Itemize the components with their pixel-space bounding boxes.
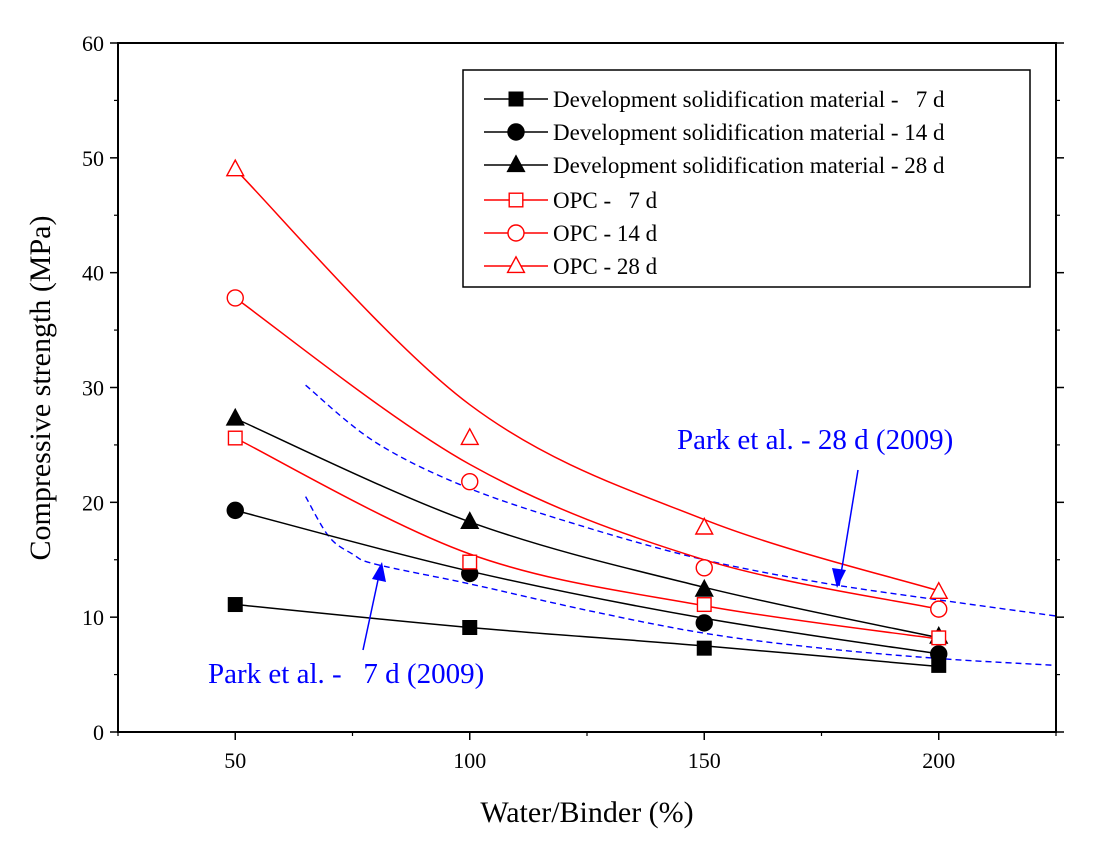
- x-axis-title: Water/Binder (%): [480, 796, 693, 829]
- series-4-fit-line: [234, 297, 939, 610]
- annotation-park-28d-arrow: [838, 469, 859, 587]
- legend-box: [462, 69, 1031, 288]
- legend-marker-3: [508, 192, 524, 208]
- x-tick-label-50: 50: [224, 748, 246, 773]
- series-2-fit-line: [234, 417, 939, 639]
- x-tick-label-150: 150: [688, 748, 721, 773]
- x-tick-label-200: 200: [922, 748, 955, 773]
- legend-label-opc-7d: OPC - 7 d: [553, 188, 658, 213]
- x-tick-label-100: 100: [453, 748, 486, 773]
- y-tick-label-40: 40: [82, 261, 104, 286]
- series-4-point-1: [461, 472, 479, 491]
- legend-marker-2: [506, 154, 526, 173]
- y-axis-title: Compressive strength (MPa): [24, 216, 57, 561]
- series-1-point-2: [695, 614, 713, 632]
- y-tick-label-50: 50: [82, 146, 104, 171]
- annotation-park-28d-text: Park et al. - 28 d (2009): [677, 424, 953, 456]
- legend-marker-5: [506, 255, 526, 274]
- series-1-point-0: [226, 501, 244, 520]
- reference-curve-park-7d: [304, 496, 1057, 667]
- axes-layer: 50 100 150 200 0 10 20 30 40 50 60: [82, 31, 1064, 773]
- y-tick-label-10: 10: [82, 605, 104, 630]
- annotation-park-28d: Park et al. - 28 d (2009): [677, 424, 953, 588]
- series-3-point-3: [931, 630, 947, 646]
- series-3-point-1: [462, 554, 478, 570]
- legend-label-opc-14d: OPC - 14 d: [553, 221, 658, 246]
- legend-label-dsm-7d: Development solidification material - 7 …: [553, 87, 945, 112]
- legend-marker-0: [508, 91, 524, 107]
- legend: Development solidification material - 7 …: [462, 69, 1031, 288]
- annotation-park-7d-text: Park et al. - 7 d (2009): [208, 658, 484, 690]
- series-4-point-0: [226, 289, 244, 307]
- reference-curve-park-28d: [305, 384, 1057, 617]
- legend-samples: [484, 91, 548, 274]
- series-0-point-2: [696, 640, 712, 656]
- y-tick-label-60: 60: [82, 31, 104, 56]
- legend-label-dsm-14d: Development solidification material - 14…: [553, 120, 945, 145]
- annotation-park-28d-arrowhead: [832, 568, 846, 588]
- series-3-fit-line: [234, 437, 939, 640]
- series-2-point-2: [694, 578, 714, 597]
- annotation-park-7d-arrowhead: [372, 562, 386, 582]
- series-5-point-3: [929, 581, 949, 600]
- series-4-point-2: [695, 559, 713, 577]
- legend-marker-4: [507, 224, 525, 242]
- markers-layer: [225, 158, 949, 673]
- y-tick-label-0: 0: [93, 720, 104, 745]
- series-1-fit-line: [235, 509, 939, 655]
- legend-label-opc-28d: OPC - 28 d: [553, 254, 658, 279]
- legend-marker-1: [507, 123, 525, 141]
- series-3-point-0: [227, 430, 243, 446]
- series-5-fit-line: [234, 168, 940, 592]
- series-2-point-0: [225, 407, 245, 426]
- y-tick-label-30: 30: [82, 376, 104, 401]
- annotation-park-7d: Park et al. - 7 d (2009): [208, 562, 484, 690]
- series-4-point-3: [930, 600, 948, 618]
- series-3-point-2: [696, 597, 712, 613]
- series-5-point-2: [694, 516, 714, 535]
- series-5-point-1: [460, 427, 480, 446]
- series-0-fit-line: [235, 603, 939, 668]
- series-0-point-1: [462, 620, 478, 636]
- series-2-point-1: [460, 511, 480, 529]
- y-tick-label-20: 20: [82, 490, 104, 515]
- legend-label-dsm-28d: Development solidification material - 28…: [553, 153, 945, 178]
- curves-layer: [234, 168, 1057, 668]
- series-5-point-0: [225, 158, 245, 177]
- series-1-point-3: [930, 645, 948, 663]
- series-0-point-0: [227, 597, 243, 613]
